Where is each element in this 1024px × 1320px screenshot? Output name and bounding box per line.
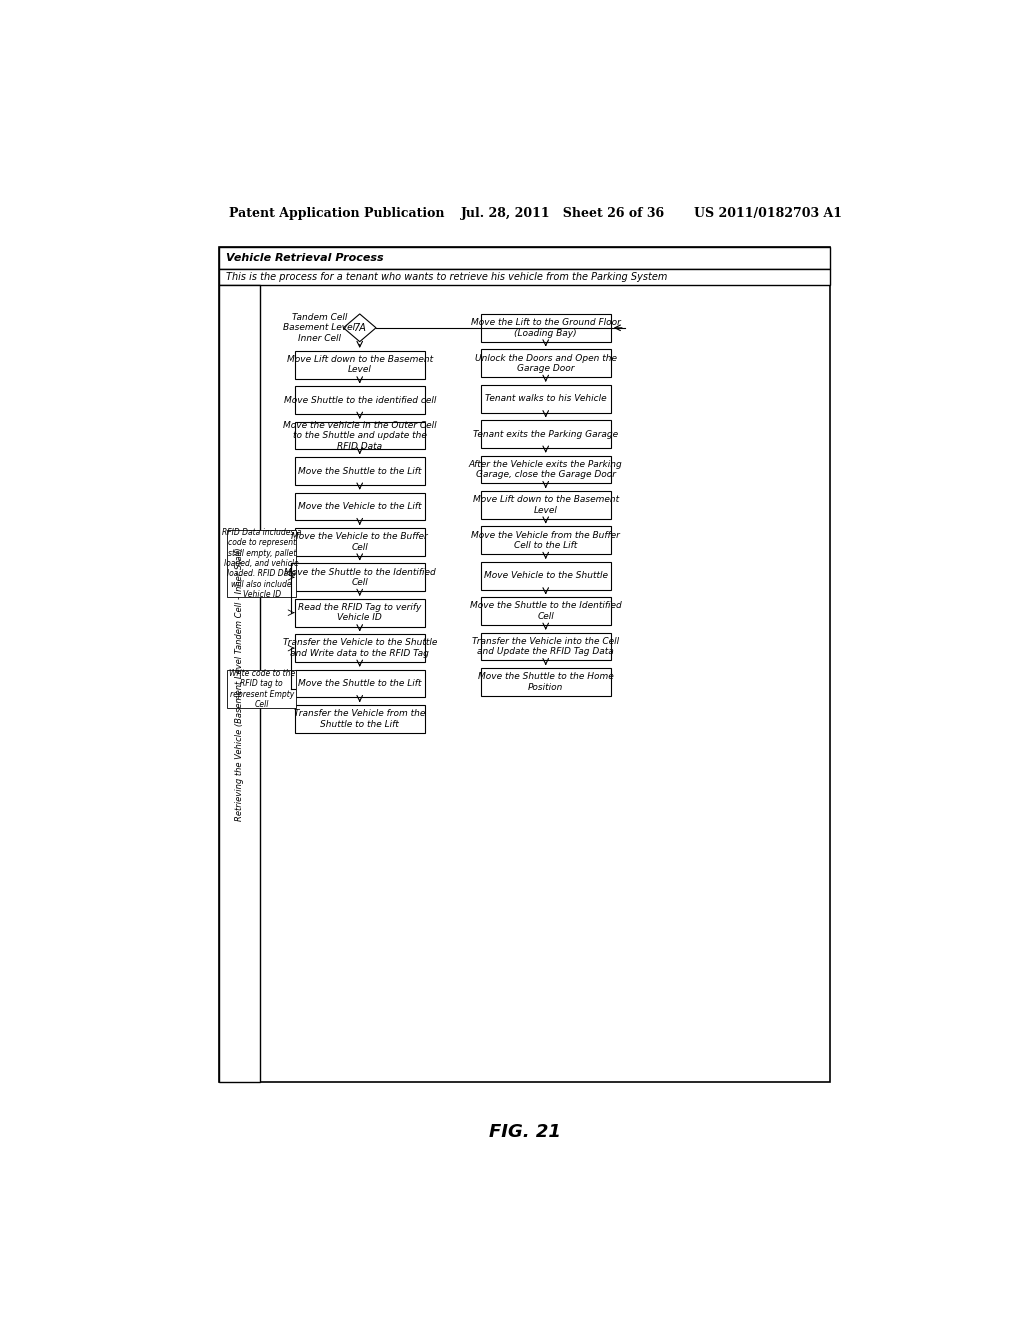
FancyBboxPatch shape: [480, 385, 611, 412]
Text: Transfer the Vehicle into the Cell
and Update the RFID Tag Data: Transfer the Vehicle into the Cell and U…: [472, 636, 620, 656]
Text: Read the RFID Tag to verify
Vehicle ID: Read the RFID Tag to verify Vehicle ID: [298, 603, 422, 623]
Text: Patent Application Publication: Patent Application Publication: [228, 207, 444, 220]
Text: Move the Shuttle to the Home
Position: Move the Shuttle to the Home Position: [478, 672, 613, 692]
FancyBboxPatch shape: [295, 705, 425, 733]
Text: FIG. 21: FIG. 21: [488, 1123, 561, 1142]
Text: This is the process for a tenant who wants to retrieve his vehicle from the Park: This is the process for a tenant who wan…: [225, 272, 667, 282]
Text: Tenant walks to his Vehicle: Tenant walks to his Vehicle: [485, 395, 606, 403]
Text: Move the Shuttle to the Identified
Cell: Move the Shuttle to the Identified Cell: [470, 602, 622, 620]
Text: After the Vehicle exits the Parking
Garage, close the Garage Door: After the Vehicle exits the Parking Gara…: [469, 459, 623, 479]
FancyBboxPatch shape: [480, 350, 611, 378]
FancyBboxPatch shape: [219, 247, 830, 268]
FancyBboxPatch shape: [295, 599, 425, 627]
Text: Unlock the Doors and Open the
Garage Door: Unlock the Doors and Open the Garage Doo…: [475, 354, 616, 374]
FancyBboxPatch shape: [480, 632, 611, 660]
Text: RFID Data includes a
code to represent
stall empty, pallet
loaded, and vehicle
l: RFID Data includes a code to represent s…: [222, 528, 301, 599]
FancyBboxPatch shape: [295, 528, 425, 556]
Text: Move Lift down to the Basement
Level: Move Lift down to the Basement Level: [473, 495, 618, 515]
Text: Move the Shuttle to the Identified
Cell: Move the Shuttle to the Identified Cell: [284, 568, 435, 587]
Text: Tandem Cell
Basement Level
Inner Cell: Tandem Cell Basement Level Inner Cell: [284, 313, 355, 343]
Text: Move Shuttle to the identified cell: Move Shuttle to the identified cell: [284, 396, 436, 405]
Text: Move the vehicle in the Outer Cell
to the Shuttle and update the
RFID Data: Move the vehicle in the Outer Cell to th…: [283, 421, 436, 450]
Text: Jul. 28, 2011   Sheet 26 of 36: Jul. 28, 2011 Sheet 26 of 36: [461, 207, 666, 220]
FancyBboxPatch shape: [295, 669, 425, 697]
Text: Move the Shuttle to the Lift: Move the Shuttle to the Lift: [298, 466, 422, 475]
Text: Move Vehicle to the Shuttle: Move Vehicle to the Shuttle: [483, 572, 607, 581]
Text: Move the Shuttle to the Lift: Move the Shuttle to the Lift: [298, 678, 422, 688]
Text: 7A: 7A: [353, 323, 367, 333]
FancyBboxPatch shape: [480, 562, 611, 590]
FancyBboxPatch shape: [227, 669, 296, 708]
Text: Move Lift down to the Basement
Level: Move Lift down to the Basement Level: [287, 355, 433, 375]
Text: Retrieving the Vehicle (Basement Level Tandem Cell - Inner Stall): Retrieving the Vehicle (Basement Level T…: [236, 546, 244, 821]
FancyBboxPatch shape: [295, 387, 425, 414]
FancyBboxPatch shape: [480, 527, 611, 554]
Text: Move the Vehicle to the Buffer
Cell: Move the Vehicle to the Buffer Cell: [292, 532, 428, 552]
Text: Transfer the Vehicle from the
Shuttle to the Lift: Transfer the Vehicle from the Shuttle to…: [294, 709, 425, 729]
FancyBboxPatch shape: [227, 531, 296, 597]
Polygon shape: [343, 314, 376, 342]
FancyBboxPatch shape: [480, 598, 611, 626]
FancyBboxPatch shape: [219, 268, 830, 285]
FancyBboxPatch shape: [480, 455, 611, 483]
FancyBboxPatch shape: [295, 351, 425, 379]
FancyBboxPatch shape: [295, 635, 425, 663]
Text: Tenant exits the Parking Garage: Tenant exits the Parking Garage: [473, 429, 618, 438]
FancyBboxPatch shape: [295, 492, 425, 520]
Text: Move the Vehicle to the Lift: Move the Vehicle to the Lift: [298, 502, 422, 511]
FancyBboxPatch shape: [480, 314, 611, 342]
Text: US 2011/0182703 A1: US 2011/0182703 A1: [693, 207, 842, 220]
Text: Vehicle Retrieval Process: Vehicle Retrieval Process: [225, 252, 383, 263]
FancyBboxPatch shape: [295, 564, 425, 591]
FancyBboxPatch shape: [295, 457, 425, 484]
Text: Transfer the Vehicle to the Shuttle
and Write data to the RFID Tag: Transfer the Vehicle to the Shuttle and …: [283, 639, 437, 657]
FancyBboxPatch shape: [295, 422, 425, 449]
Text: Move the Vehicle from the Buffer
Cell to the Lift: Move the Vehicle from the Buffer Cell to…: [471, 531, 621, 550]
FancyBboxPatch shape: [480, 420, 611, 447]
FancyBboxPatch shape: [480, 491, 611, 519]
Text: Move the Lift to the Ground Floor
(Loading Bay): Move the Lift to the Ground Floor (Loadi…: [471, 318, 621, 338]
Text: Write code to the
RFID tag to
represent Empty
Cell: Write code to the RFID tag to represent …: [228, 669, 295, 709]
FancyBboxPatch shape: [480, 668, 611, 696]
FancyBboxPatch shape: [219, 285, 260, 1082]
FancyBboxPatch shape: [219, 247, 830, 1082]
